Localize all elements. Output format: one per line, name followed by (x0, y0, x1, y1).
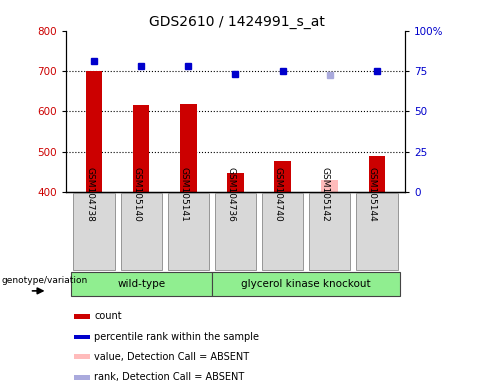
Text: wild-type: wild-type (117, 279, 165, 289)
Text: GSM105141: GSM105141 (180, 167, 188, 222)
Text: rank, Detection Call = ABSENT: rank, Detection Call = ABSENT (94, 372, 244, 382)
Bar (74, 354, 90, 359)
Text: glycerol kinase knockout: glycerol kinase knockout (241, 279, 371, 289)
Text: percentile rank within the sample: percentile rank within the sample (94, 332, 259, 342)
Bar (212, 272, 400, 296)
Bar (74, 375, 90, 380)
Bar (168, 193, 209, 270)
Text: genotype/variation: genotype/variation (1, 276, 87, 285)
Bar (180, 104, 197, 192)
Bar (86, 71, 102, 192)
Bar (356, 193, 398, 270)
Bar (74, 335, 90, 339)
Text: GDS2610 / 1424991_s_at: GDS2610 / 1424991_s_at (149, 15, 325, 29)
Text: value, Detection Call = ABSENT: value, Detection Call = ABSENT (94, 352, 249, 362)
Bar (133, 105, 149, 192)
Bar (71, 272, 212, 296)
Bar (227, 173, 244, 192)
Text: GSM105140: GSM105140 (132, 167, 141, 222)
Bar (274, 161, 291, 192)
Bar (262, 193, 304, 270)
Text: GSM104738: GSM104738 (85, 167, 94, 222)
Text: GSM104736: GSM104736 (226, 167, 236, 222)
Bar (368, 156, 385, 192)
Bar (74, 314, 90, 319)
Text: GSM105144: GSM105144 (368, 167, 377, 222)
Text: GSM104740: GSM104740 (274, 167, 283, 222)
Bar (215, 193, 256, 270)
Bar (73, 193, 115, 270)
Bar (309, 193, 350, 270)
Bar (322, 180, 338, 192)
Text: GSM105142: GSM105142 (321, 167, 330, 222)
Bar (121, 193, 162, 270)
Text: count: count (94, 311, 122, 321)
